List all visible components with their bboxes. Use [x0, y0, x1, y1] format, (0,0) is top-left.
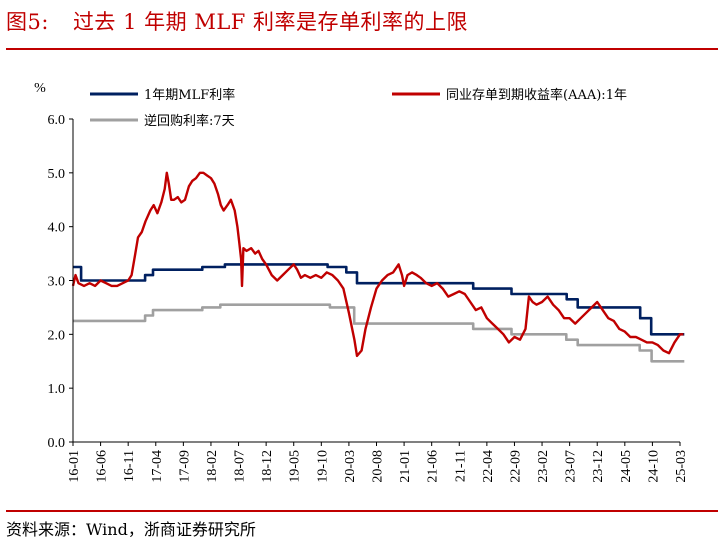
x-tick-label: 18-07: [233, 450, 248, 483]
legend-label-2: 逆回购利率:7天: [144, 113, 235, 129]
x-tick-label: 20-03: [343, 450, 358, 483]
x-tick-label: 16-01: [67, 450, 82, 483]
reverse-repo-rate-line: [73, 303, 685, 363]
x-tick-label: 23-12: [591, 450, 606, 483]
legend-label-3: 同业存单到期收益率(AAA):1年: [446, 87, 627, 103]
x-tick-label: 18-12: [260, 450, 275, 483]
x-tick-label: 19-10: [315, 450, 330, 483]
x-tick-label: 23-07: [564, 450, 579, 483]
source-note: 资料来源：Wind，浙商证券研究所: [6, 520, 256, 539]
y-tick-label: 4.0: [48, 221, 66, 236]
y-tick-label: 6.0: [48, 113, 66, 128]
y-tick-label: 3.0: [48, 275, 66, 290]
figure-label: 图5:: [6, 10, 49, 34]
x-tick-label: 16-06: [95, 450, 110, 483]
y-tick-label: 5.0: [48, 167, 66, 182]
x-tick-label: 21-11: [453, 450, 468, 482]
figure-title-text: 过去 1 年期 MLF 利率是存单利率的上限: [72, 10, 469, 34]
x-tick-label: 16-11: [122, 450, 137, 482]
x-tick-label: 21-01: [398, 450, 413, 483]
source-rule: [6, 510, 718, 512]
mlf-rate-line: [73, 263, 685, 336]
series-layer: [71, 171, 685, 363]
x-tick-label: 17-09: [177, 450, 192, 483]
y-tick-label: 2.0: [48, 328, 66, 343]
x-tick-label: 22-04: [481, 450, 496, 483]
x-tick-label: 18-02: [205, 450, 220, 483]
x-tick-label: 20-08: [371, 450, 386, 483]
x-tick-label: 24-05: [619, 450, 634, 483]
axis-layer: 0.0 1.0 2.0 3.0 4.0 5.0 6.0% 16-01 16-06 16-11 17-…: [34, 81, 689, 483]
x-tick-label: 24-10: [646, 450, 661, 483]
y-axis-label: %: [34, 81, 46, 96]
figure-title: 图5: 过去 1 年期 MLF 利率是存单利率的上限: [6, 6, 468, 36]
title-rule: [6, 48, 718, 50]
x-tick-label: 19-05: [288, 450, 303, 483]
x-tick-label: 25-03: [674, 450, 689, 483]
x-tick-label: 22-09: [508, 450, 523, 483]
x-tick-label: 17-04: [150, 450, 165, 483]
legend-label-1: 1年期MLF利率: [144, 87, 235, 103]
ncd-yield-line: [71, 171, 684, 358]
x-tick-label: 23-02: [536, 450, 551, 483]
y-tick-label: 0.0: [48, 436, 66, 451]
x-tick-label: 21-06: [426, 450, 441, 483]
y-tick-label: 1.0: [48, 382, 66, 397]
